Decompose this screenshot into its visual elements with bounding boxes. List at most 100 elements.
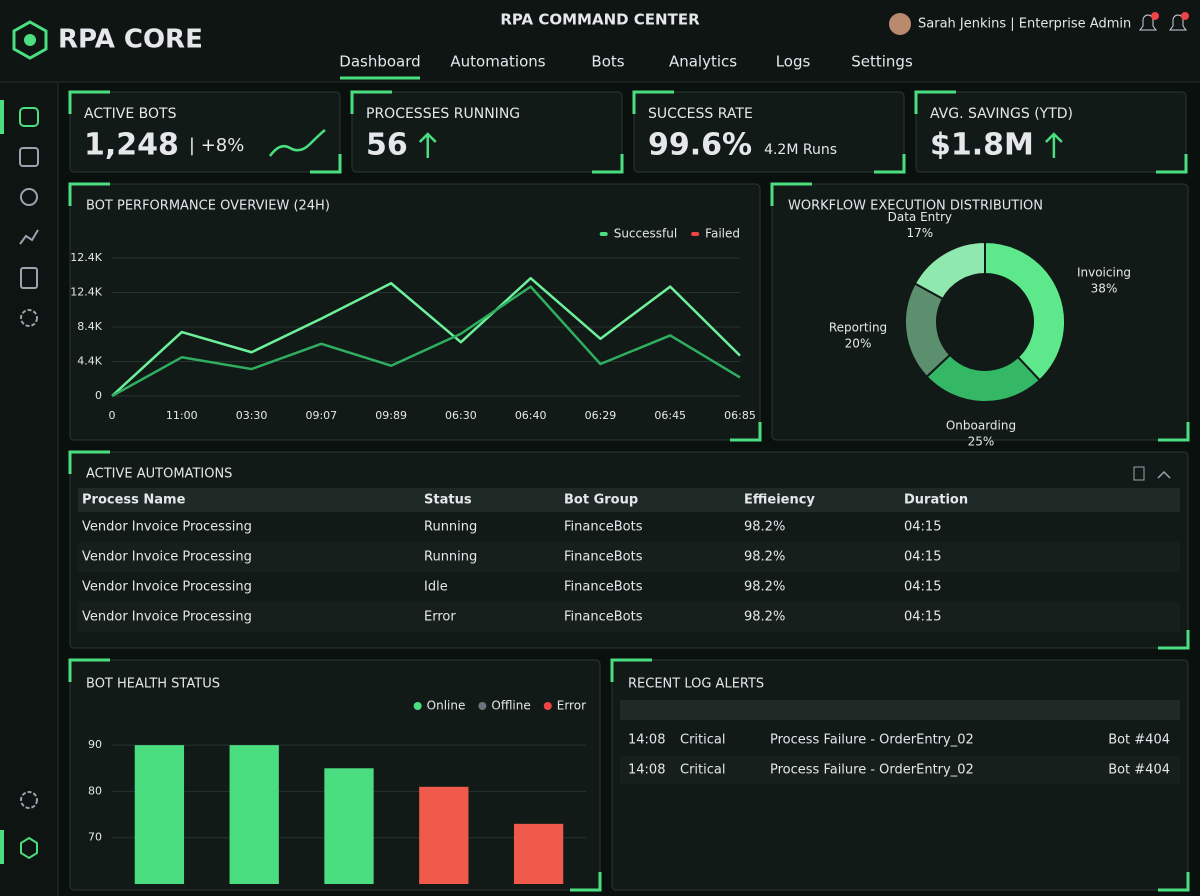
nav-icon-bots[interactable] [19,107,39,127]
stat-note: 4.2M Runs [764,142,837,158]
table-row[interactable] [78,572,1180,602]
y-tick-label: 4.4K [77,355,102,368]
log-cell: Critical [680,733,725,748]
legend-label: Failed [705,227,740,241]
log-cell: Bot #404 [1108,763,1170,778]
bar [324,768,374,884]
panel-accent [874,154,906,174]
table-cell: 98.2% [744,610,785,625]
user-name[interactable]: Sarah Jenkins | Enterprise Admin [918,17,1131,32]
table-cell: FinanceBots [564,580,643,595]
column-header: Status [424,493,472,508]
distribution-panel [771,183,1189,441]
table-cell: FinanceBots [564,520,643,535]
log-row[interactable] [620,756,1180,784]
table-cell: Idle [424,580,448,595]
legend-marker [691,232,700,236]
logo-text: RPA CORE [58,25,203,55]
donut-segment [984,240,1066,382]
y-tick-label: 12.4K [70,251,102,264]
notification-badge [1151,12,1159,20]
table-row[interactable] [78,602,1180,632]
panel-title: RECENT LOG ALERTS [628,677,764,692]
table-cell: Running [424,550,477,565]
log-cell: Process Failure - OrderEntry_02 [770,763,974,778]
legend-marker [543,702,552,710]
donut-value-label: 20% [845,337,872,351]
table-cell: FinanceBots [564,610,643,625]
legend-label: Successful [614,227,677,241]
donut-segment [913,240,986,301]
panel-accent [592,154,624,174]
x-tick-label: 11:00 [166,409,198,422]
table-row[interactable] [78,542,1180,572]
nav-tab[interactable]: Analytics [669,53,737,71]
alert-icon[interactable] [1169,14,1187,31]
series-line [111,285,741,398]
stat-label: SUCCESS RATE [648,106,753,122]
log-cell: Critical [680,763,725,778]
nav-icon-logs[interactable] [20,267,38,289]
panel-accent [632,90,674,114]
nav-tab[interactable]: Automations [450,53,545,71]
y-tick-label: 12.4K [70,286,102,299]
stat-label: AVG. SAVINGS (YTD) [930,106,1073,122]
stat-card [915,91,1187,173]
x-tick-label: 09:07 [305,409,337,422]
notification-icon[interactable] [1139,14,1157,31]
bar [229,745,279,884]
panel-accent [68,182,110,206]
panel-accent [610,658,652,682]
column-header: Duration [904,493,968,508]
panel-title: BOT PERFORMANCE OVERVIEW (24H) [86,199,330,214]
stat-value: 56 [366,128,408,163]
nav-icon-settings[interactable] [20,309,38,327]
series-line [111,276,741,397]
panel-accent [1156,154,1188,174]
table-row[interactable] [78,512,1180,542]
panel-accent [68,90,110,114]
donut-label: Data Entry [888,210,952,224]
bar [419,786,469,884]
export-icon[interactable] [1133,466,1145,481]
log-cell: 14:08 [628,733,665,748]
donut-value-label: 38% [1091,281,1118,295]
nav-icon-core[interactable] [20,836,38,860]
y-tick-label: 0 [95,389,102,402]
panel-accent [770,182,812,206]
stat-label: ACTIVE BOTS [84,106,177,122]
donut-label: Onboarding [946,418,1016,432]
log-cell: 14:08 [628,763,665,778]
stat-value: 99.6% [648,128,752,163]
panel-accent [68,450,110,474]
stat-value: $1.8M [930,128,1034,163]
nav-tab[interactable]: Logs [776,53,811,71]
sparkline [268,129,326,157]
nav-tab[interactable]: Settings [851,53,913,71]
stat-card [633,91,905,173]
panel-title: BOT HEALTH STATUS [86,677,220,692]
panel-accent [310,154,342,174]
avatar[interactable] [889,13,911,35]
table-cell: 98.2% [744,550,785,565]
sidebar-bottom-indicator [0,830,4,864]
nav-icon-analytics[interactable] [19,229,39,245]
panel-accent [1158,422,1190,442]
table-cell: 04:15 [904,550,941,565]
nav-icon-network[interactable] [20,188,38,206]
nav-tab[interactable]: Bots [591,53,624,71]
legend-label: Error [557,699,586,713]
x-tick-label: 06:40 [515,409,547,422]
table-header-bg [78,488,1180,512]
x-tick-label: 06:30 [445,409,477,422]
log-row[interactable] [620,726,1180,754]
collapse-icon[interactable] [1157,470,1171,479]
nav-tab[interactable]: Dashboard [339,53,420,71]
table-cell: Vendor Invoice Processing [82,550,252,565]
x-tick-label: 09:89 [375,409,407,422]
panel-accent [570,872,602,892]
column-header: Process Name [82,493,186,508]
nav-icon-devices[interactable] [19,147,39,167]
nav-icon-config[interactable] [20,791,38,809]
